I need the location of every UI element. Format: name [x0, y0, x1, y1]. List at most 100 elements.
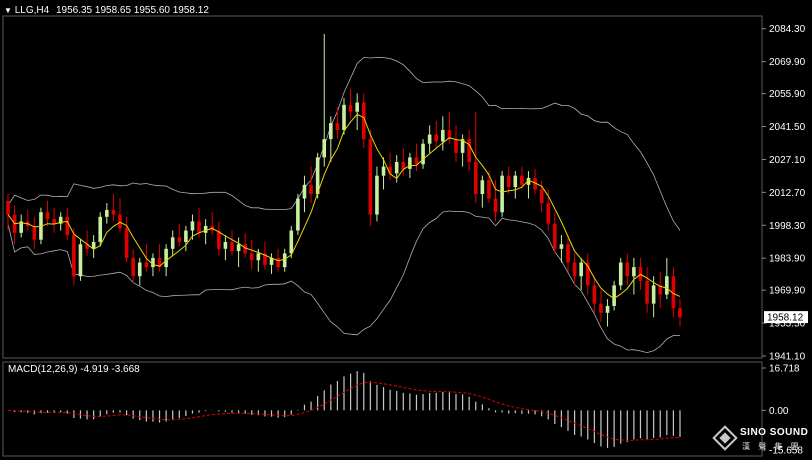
candle-body[interactable]: [625, 262, 630, 277]
candle-body[interactable]: [184, 230, 188, 242]
candle-body[interactable]: [467, 139, 471, 162]
candle-body[interactable]: [434, 134, 439, 142]
candle-body[interactable]: [131, 257, 135, 277]
candle-body[interactable]: [322, 139, 327, 158]
candle-body[interactable]: [243, 244, 247, 254]
candle-body[interactable]: [217, 230, 221, 249]
candle-body[interactable]: [151, 257, 155, 268]
candle-body[interactable]: [348, 104, 353, 112]
candle-body[interactable]: [105, 209, 109, 217]
candle-body[interactable]: [85, 244, 89, 249]
candle-body[interactable]: [414, 157, 419, 165]
candle-body[interactable]: [269, 257, 274, 265]
main-pane[interactable]: [2, 15, 763, 359]
candle-body[interactable]: [632, 267, 636, 277]
candle-body[interactable]: [480, 180, 485, 194]
candle-body[interactable]: [473, 161, 478, 194]
candle-body[interactable]: [487, 180, 491, 199]
candle-body[interactable]: [408, 157, 412, 169]
candle-body[interactable]: [585, 262, 590, 286]
candle-body[interactable]: [6, 200, 10, 215]
candle-body[interactable]: [157, 257, 162, 268]
candle-body[interactable]: [605, 305, 610, 313]
candle-body[interactable]: [427, 134, 432, 144]
candle-body[interactable]: [658, 285, 663, 295]
candle-body[interactable]: [506, 175, 511, 188]
candle-body[interactable]: [296, 198, 300, 231]
candle-body[interactable]: [592, 285, 597, 304]
candle-body[interactable]: [170, 237, 175, 249]
candle-body[interactable]: [572, 262, 577, 277]
candle-body[interactable]: [45, 212, 50, 220]
candle-body[interactable]: [355, 102, 359, 112]
candle-body[interactable]: [546, 203, 551, 224]
candle-body[interactable]: [236, 244, 241, 252]
candle-body[interactable]: [342, 104, 346, 130]
candle-body[interactable]: [665, 276, 669, 295]
candle-body[interactable]: [203, 225, 208, 233]
candle-body[interactable]: [526, 177, 531, 185]
candle-body[interactable]: [263, 253, 267, 265]
candle-body[interactable]: [599, 303, 603, 313]
candle-body[interactable]: [249, 253, 254, 261]
candle-body[interactable]: [124, 228, 129, 258]
candle-body[interactable]: [78, 244, 83, 277]
candle-body[interactable]: [302, 184, 307, 199]
candle-body[interactable]: [388, 166, 392, 174]
candle-body[interactable]: [329, 123, 333, 140]
candle-body[interactable]: [197, 221, 201, 233]
candle-body[interactable]: [553, 223, 557, 249]
candle-body[interactable]: [190, 221, 195, 231]
candle-body[interactable]: [230, 241, 234, 252]
candle-body[interactable]: [177, 237, 182, 242]
candle-body[interactable]: [533, 177, 537, 190]
candle-body[interactable]: [144, 262, 149, 268]
candle-body[interactable]: [375, 175, 379, 215]
candle-body[interactable]: [368, 139, 373, 215]
candle-body[interactable]: [276, 257, 280, 268]
candle-body[interactable]: [645, 280, 649, 304]
candle-body[interactable]: [651, 285, 656, 304]
candle-body[interactable]: [421, 143, 425, 165]
candle-body[interactable]: [559, 244, 564, 249]
macd-pane[interactable]: [2, 361, 763, 457]
candle-body[interactable]: [164, 248, 168, 268]
candle-body[interactable]: [513, 175, 518, 188]
candle-body[interactable]: [335, 123, 340, 130]
candle-body[interactable]: [671, 276, 676, 309]
candle-body[interactable]: [98, 216, 103, 242]
candle-body[interactable]: [493, 198, 498, 213]
candle-body[interactable]: [65, 216, 70, 236]
candle-body[interactable]: [72, 235, 76, 277]
candle-body[interactable]: [137, 262, 142, 277]
dropdown-arrow-icon[interactable]: ▼: [4, 6, 12, 15]
candle-body[interactable]: [223, 241, 228, 249]
candle-body[interactable]: [315, 157, 320, 194]
candle-body[interactable]: [289, 230, 294, 254]
candle-body[interactable]: [500, 175, 504, 213]
candle-body[interactable]: [441, 129, 445, 142]
candle-body[interactable]: [381, 166, 386, 176]
candle-body[interactable]: [447, 129, 452, 140]
candle-body[interactable]: [111, 209, 116, 215]
candle-body[interactable]: [678, 308, 682, 318]
candle-body[interactable]: [454, 139, 458, 153]
candle-body[interactable]: [579, 262, 583, 277]
candle-body[interactable]: [282, 253, 287, 268]
candle-body[interactable]: [520, 175, 524, 185]
candle-body[interactable]: [394, 161, 399, 174]
candle-body[interactable]: [91, 241, 96, 249]
candle-body[interactable]: [361, 102, 366, 140]
candle-body[interactable]: [566, 244, 570, 263]
candle-body[interactable]: [401, 161, 406, 169]
candle-body[interactable]: [52, 219, 56, 224]
candle-body[interactable]: [256, 253, 261, 261]
candle-body[interactable]: [58, 216, 63, 224]
candle-body[interactable]: [19, 221, 23, 233]
candle-body[interactable]: [539, 189, 544, 204]
candle-body[interactable]: [309, 184, 313, 194]
candle-body[interactable]: [118, 214, 122, 229]
candle-body[interactable]: [612, 285, 616, 306]
